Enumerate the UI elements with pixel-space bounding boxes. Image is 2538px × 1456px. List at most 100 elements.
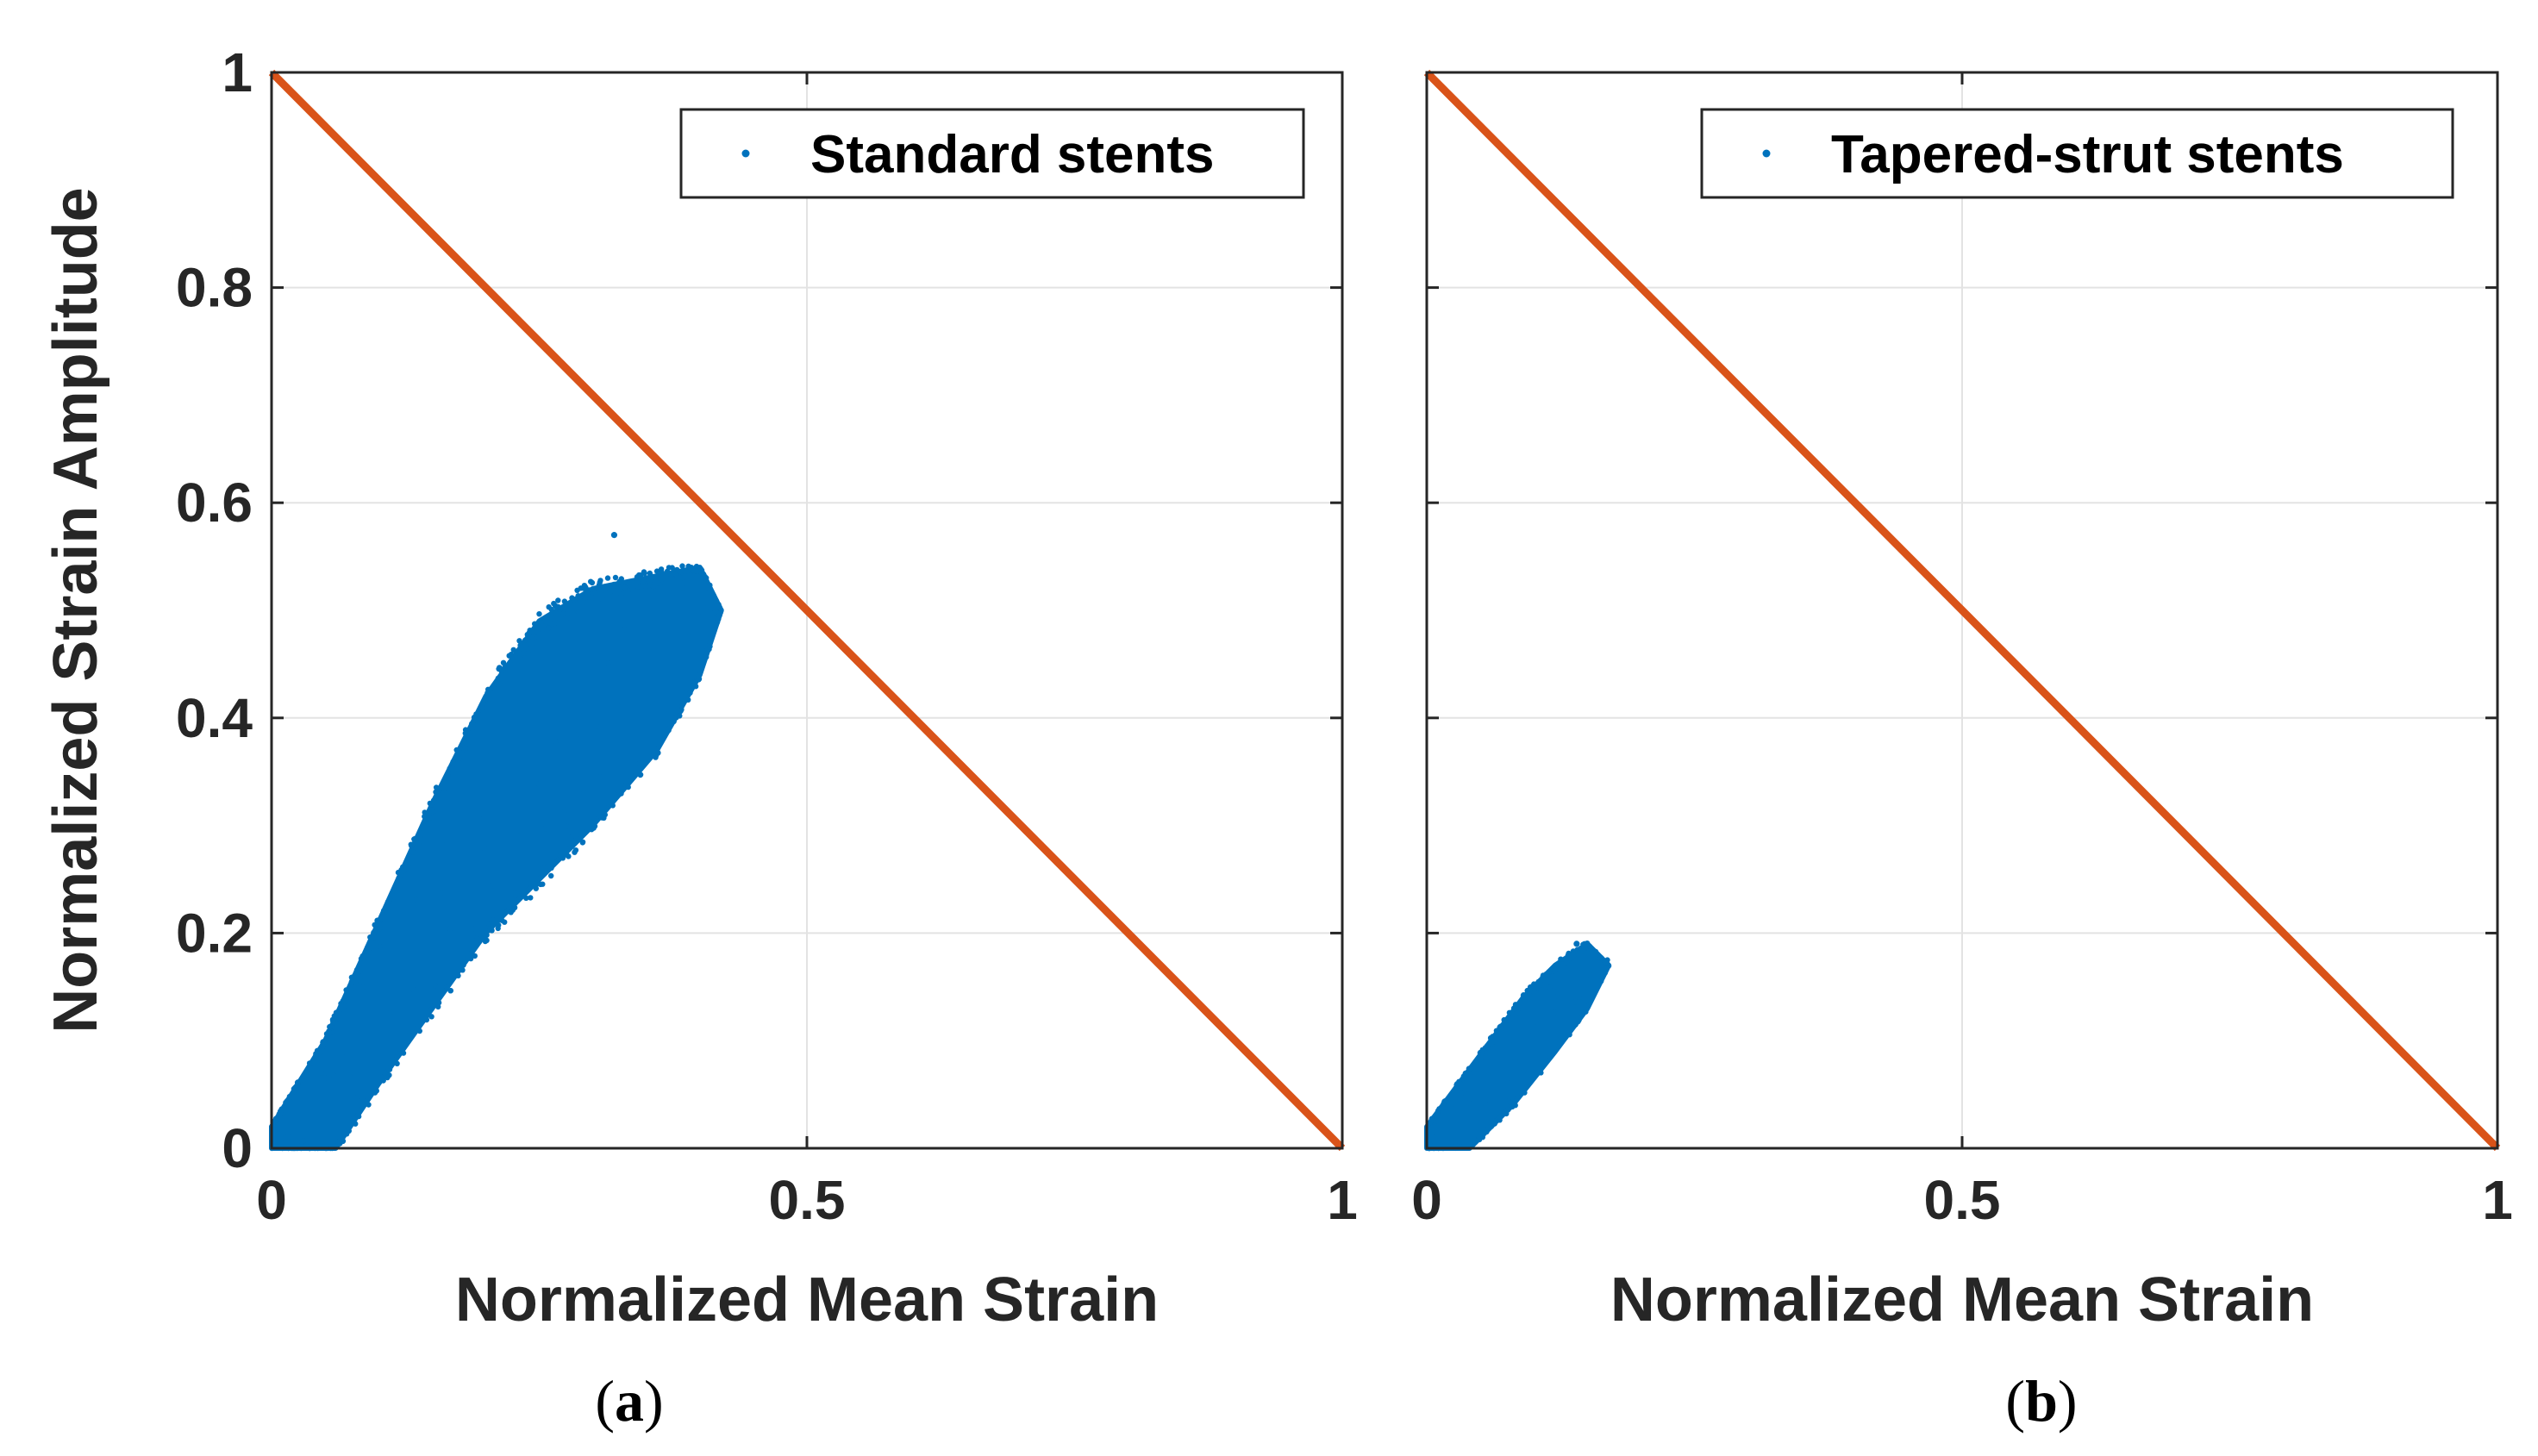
- scatter-point: [691, 683, 697, 689]
- scatter-point: [1602, 959, 1609, 965]
- scatter-point: [365, 944, 371, 951]
- scatter-point: [407, 853, 413, 859]
- scatter-point: [522, 650, 528, 656]
- scatter-point: [618, 790, 624, 797]
- scatter-point: [510, 647, 516, 653]
- scatter-point: [1491, 1038, 1497, 1045]
- scatter-point: [703, 654, 710, 660]
- scatter-point: [1508, 1037, 1514, 1043]
- scatter-point: [301, 1073, 307, 1079]
- scatter-point: [669, 577, 676, 583]
- scatter-point: [509, 657, 516, 663]
- scatter-point: [320, 1039, 326, 1045]
- scatter-point: [591, 825, 597, 831]
- scatter-point: [642, 583, 648, 589]
- scatter-point: [1587, 972, 1594, 978]
- legend: Standard stents: [679, 108, 1305, 199]
- scatter-point: [433, 789, 439, 795]
- scatter-point: [277, 1110, 284, 1116]
- scatter-point: [1547, 1053, 1553, 1060]
- scatter-point: [617, 757, 624, 763]
- scatter-point: [669, 591, 676, 597]
- scatter-point: [306, 1060, 313, 1066]
- scatter-point: [502, 919, 508, 925]
- scatter-point: [427, 815, 433, 821]
- scatter-point: [1522, 1090, 1528, 1096]
- scatter-point: [439, 838, 445, 845]
- scatter-point: [696, 676, 703, 682]
- scatter-point: [348, 978, 355, 985]
- scatter-point: [394, 1060, 400, 1067]
- scatter-point: [393, 882, 400, 888]
- scatter-point: [469, 721, 475, 727]
- scatter-point: [455, 972, 461, 979]
- scatter-point: [663, 706, 669, 712]
- scatter-point: [568, 834, 574, 840]
- scatter-point: [532, 876, 539, 882]
- scatter-point: [558, 774, 564, 781]
- scatter-point: [496, 922, 502, 928]
- scatter-point: [542, 825, 548, 832]
- legend-marker: [741, 149, 750, 158]
- scatter-point: [470, 943, 477, 950]
- scatter-point: [467, 955, 474, 962]
- scatter-point: [454, 965, 461, 972]
- scatter-point: [422, 809, 428, 815]
- scatter-point: [416, 1028, 422, 1034]
- scatter-point: [322, 1075, 328, 1081]
- scatter-point: [572, 849, 578, 855]
- scatter-point: [353, 1095, 359, 1101]
- scatter-point: [611, 795, 617, 801]
- scatter-point: [325, 1035, 331, 1042]
- x-tick-label: 0: [256, 1169, 287, 1231]
- scatter-point: [1602, 970, 1609, 976]
- scatter-point: [408, 841, 414, 847]
- scatter-point: [1463, 1075, 1469, 1082]
- scatter-point: [1514, 1091, 1520, 1097]
- scatter-point: [1511, 1006, 1517, 1013]
- scatter-point: [366, 1047, 372, 1053]
- scatter-point: [1472, 1137, 1478, 1144]
- scatter-point: [1580, 947, 1586, 953]
- scatter-point: [384, 909, 391, 915]
- scatter-point: [388, 1009, 395, 1015]
- scatter-point: [668, 572, 674, 578]
- scatter-point: [495, 675, 501, 682]
- scatter-point: [579, 828, 585, 834]
- scatter-point: [1538, 1070, 1544, 1076]
- scatter-point: [351, 1070, 357, 1077]
- scatter-point: [1598, 978, 1604, 984]
- scatter-point: [706, 585, 712, 592]
- ticks: [1425, 71, 2499, 1150]
- scatter-point: [1452, 1088, 1459, 1095]
- scatter-point: [382, 1070, 388, 1077]
- scatter-point: [1472, 1059, 1479, 1065]
- scatter-point: [609, 803, 616, 809]
- scatter-point: [578, 832, 584, 838]
- scatter-point: [454, 754, 460, 761]
- legend-label: Standard stents: [810, 125, 1215, 184]
- scatter-point: [484, 937, 490, 944]
- scatter-point: [1516, 1009, 1522, 1015]
- scatter-point: [647, 575, 654, 581]
- scatter-point: [642, 759, 649, 766]
- scatter-point: [1467, 1065, 1474, 1072]
- y-axis-label: Normalized Strain Amplitude: [41, 187, 110, 1033]
- scatter-point: [693, 567, 699, 574]
- scatter-point: [664, 571, 670, 577]
- scatter-point: [387, 1060, 393, 1066]
- panel-label: (a): [595, 1368, 663, 1434]
- scatter-point: [679, 563, 685, 569]
- scatter-point: [1494, 1028, 1501, 1034]
- scatter-point: [446, 976, 453, 983]
- scatter-point: [497, 681, 503, 687]
- x-tick-label: 0.5: [769, 1169, 846, 1231]
- scatter-point: [384, 899, 391, 905]
- scatter-point: [543, 627, 550, 634]
- series-scatter-1: [1424, 940, 1612, 1152]
- scatter-point: [1540, 972, 1547, 978]
- scatter-point: [1582, 942, 1588, 949]
- scatter-point: [367, 934, 373, 940]
- scatter-point: [441, 785, 447, 791]
